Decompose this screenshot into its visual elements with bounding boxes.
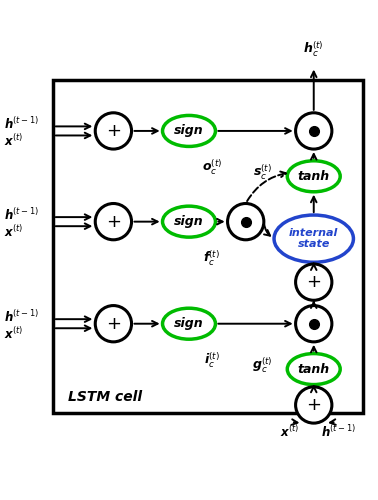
Ellipse shape (163, 206, 215, 237)
Text: $\boldsymbol{o}_c^{(t)}$: $\boldsymbol{o}_c^{(t)}$ (201, 158, 222, 177)
Text: sign: sign (174, 215, 204, 228)
Circle shape (296, 306, 332, 342)
Circle shape (296, 387, 332, 423)
Circle shape (95, 204, 132, 240)
Text: sign: sign (174, 124, 204, 138)
Text: $\boldsymbol{x}^{(t)}$: $\boldsymbol{x}^{(t)}$ (4, 134, 23, 150)
Text: $\boldsymbol{x}^{(t)}$: $\boldsymbol{x}^{(t)}$ (280, 424, 299, 440)
Text: LSTM cell: LSTM cell (68, 390, 142, 404)
Text: $+$: $+$ (306, 396, 321, 414)
Ellipse shape (163, 116, 215, 146)
Text: tanh: tanh (298, 170, 330, 183)
Ellipse shape (274, 215, 353, 262)
Ellipse shape (287, 354, 340, 384)
Text: sign: sign (174, 317, 204, 330)
Text: $\boldsymbol{s}_c^{(t)}$: $\boldsymbol{s}_c^{(t)}$ (253, 163, 272, 182)
Text: $+$: $+$ (306, 273, 321, 291)
Text: $\boldsymbol{g}_c^{(t)}$: $\boldsymbol{g}_c^{(t)}$ (251, 356, 272, 375)
Text: $\boldsymbol{h}^{(t-1)}$: $\boldsymbol{h}^{(t-1)}$ (4, 309, 39, 325)
Text: $+$: $+$ (106, 122, 121, 140)
Text: $\boldsymbol{h}^{(t-1)}$: $\boldsymbol{h}^{(t-1)}$ (4, 116, 39, 132)
Text: tanh: tanh (298, 362, 330, 376)
Text: $\boldsymbol{x}^{(t)}$: $\boldsymbol{x}^{(t)}$ (4, 326, 23, 342)
Text: $\boldsymbol{f}_c^{(t)}$: $\boldsymbol{f}_c^{(t)}$ (203, 248, 220, 268)
Circle shape (296, 113, 332, 149)
Text: $\boldsymbol{h}_c^{(t)}$: $\boldsymbol{h}_c^{(t)}$ (304, 40, 324, 59)
Text: $\boldsymbol{x}^{(t)}$: $\boldsymbol{x}^{(t)}$ (4, 224, 23, 240)
Bar (53, 80, 363, 412)
Circle shape (296, 264, 332, 300)
Text: $\boldsymbol{i}_c^{(t)}$: $\boldsymbol{i}_c^{(t)}$ (204, 350, 220, 370)
Text: $+$: $+$ (106, 314, 121, 332)
Circle shape (228, 204, 264, 240)
Ellipse shape (163, 308, 215, 339)
Text: $\boldsymbol{h}^{(t-1)}$: $\boldsymbol{h}^{(t-1)}$ (321, 424, 356, 440)
Ellipse shape (287, 161, 340, 192)
Text: $+$: $+$ (106, 212, 121, 230)
Text: $\boldsymbol{h}^{(t-1)}$: $\boldsymbol{h}^{(t-1)}$ (4, 207, 39, 223)
Text: internal
state: internal state (289, 228, 338, 250)
Circle shape (95, 306, 132, 342)
Circle shape (95, 113, 132, 149)
